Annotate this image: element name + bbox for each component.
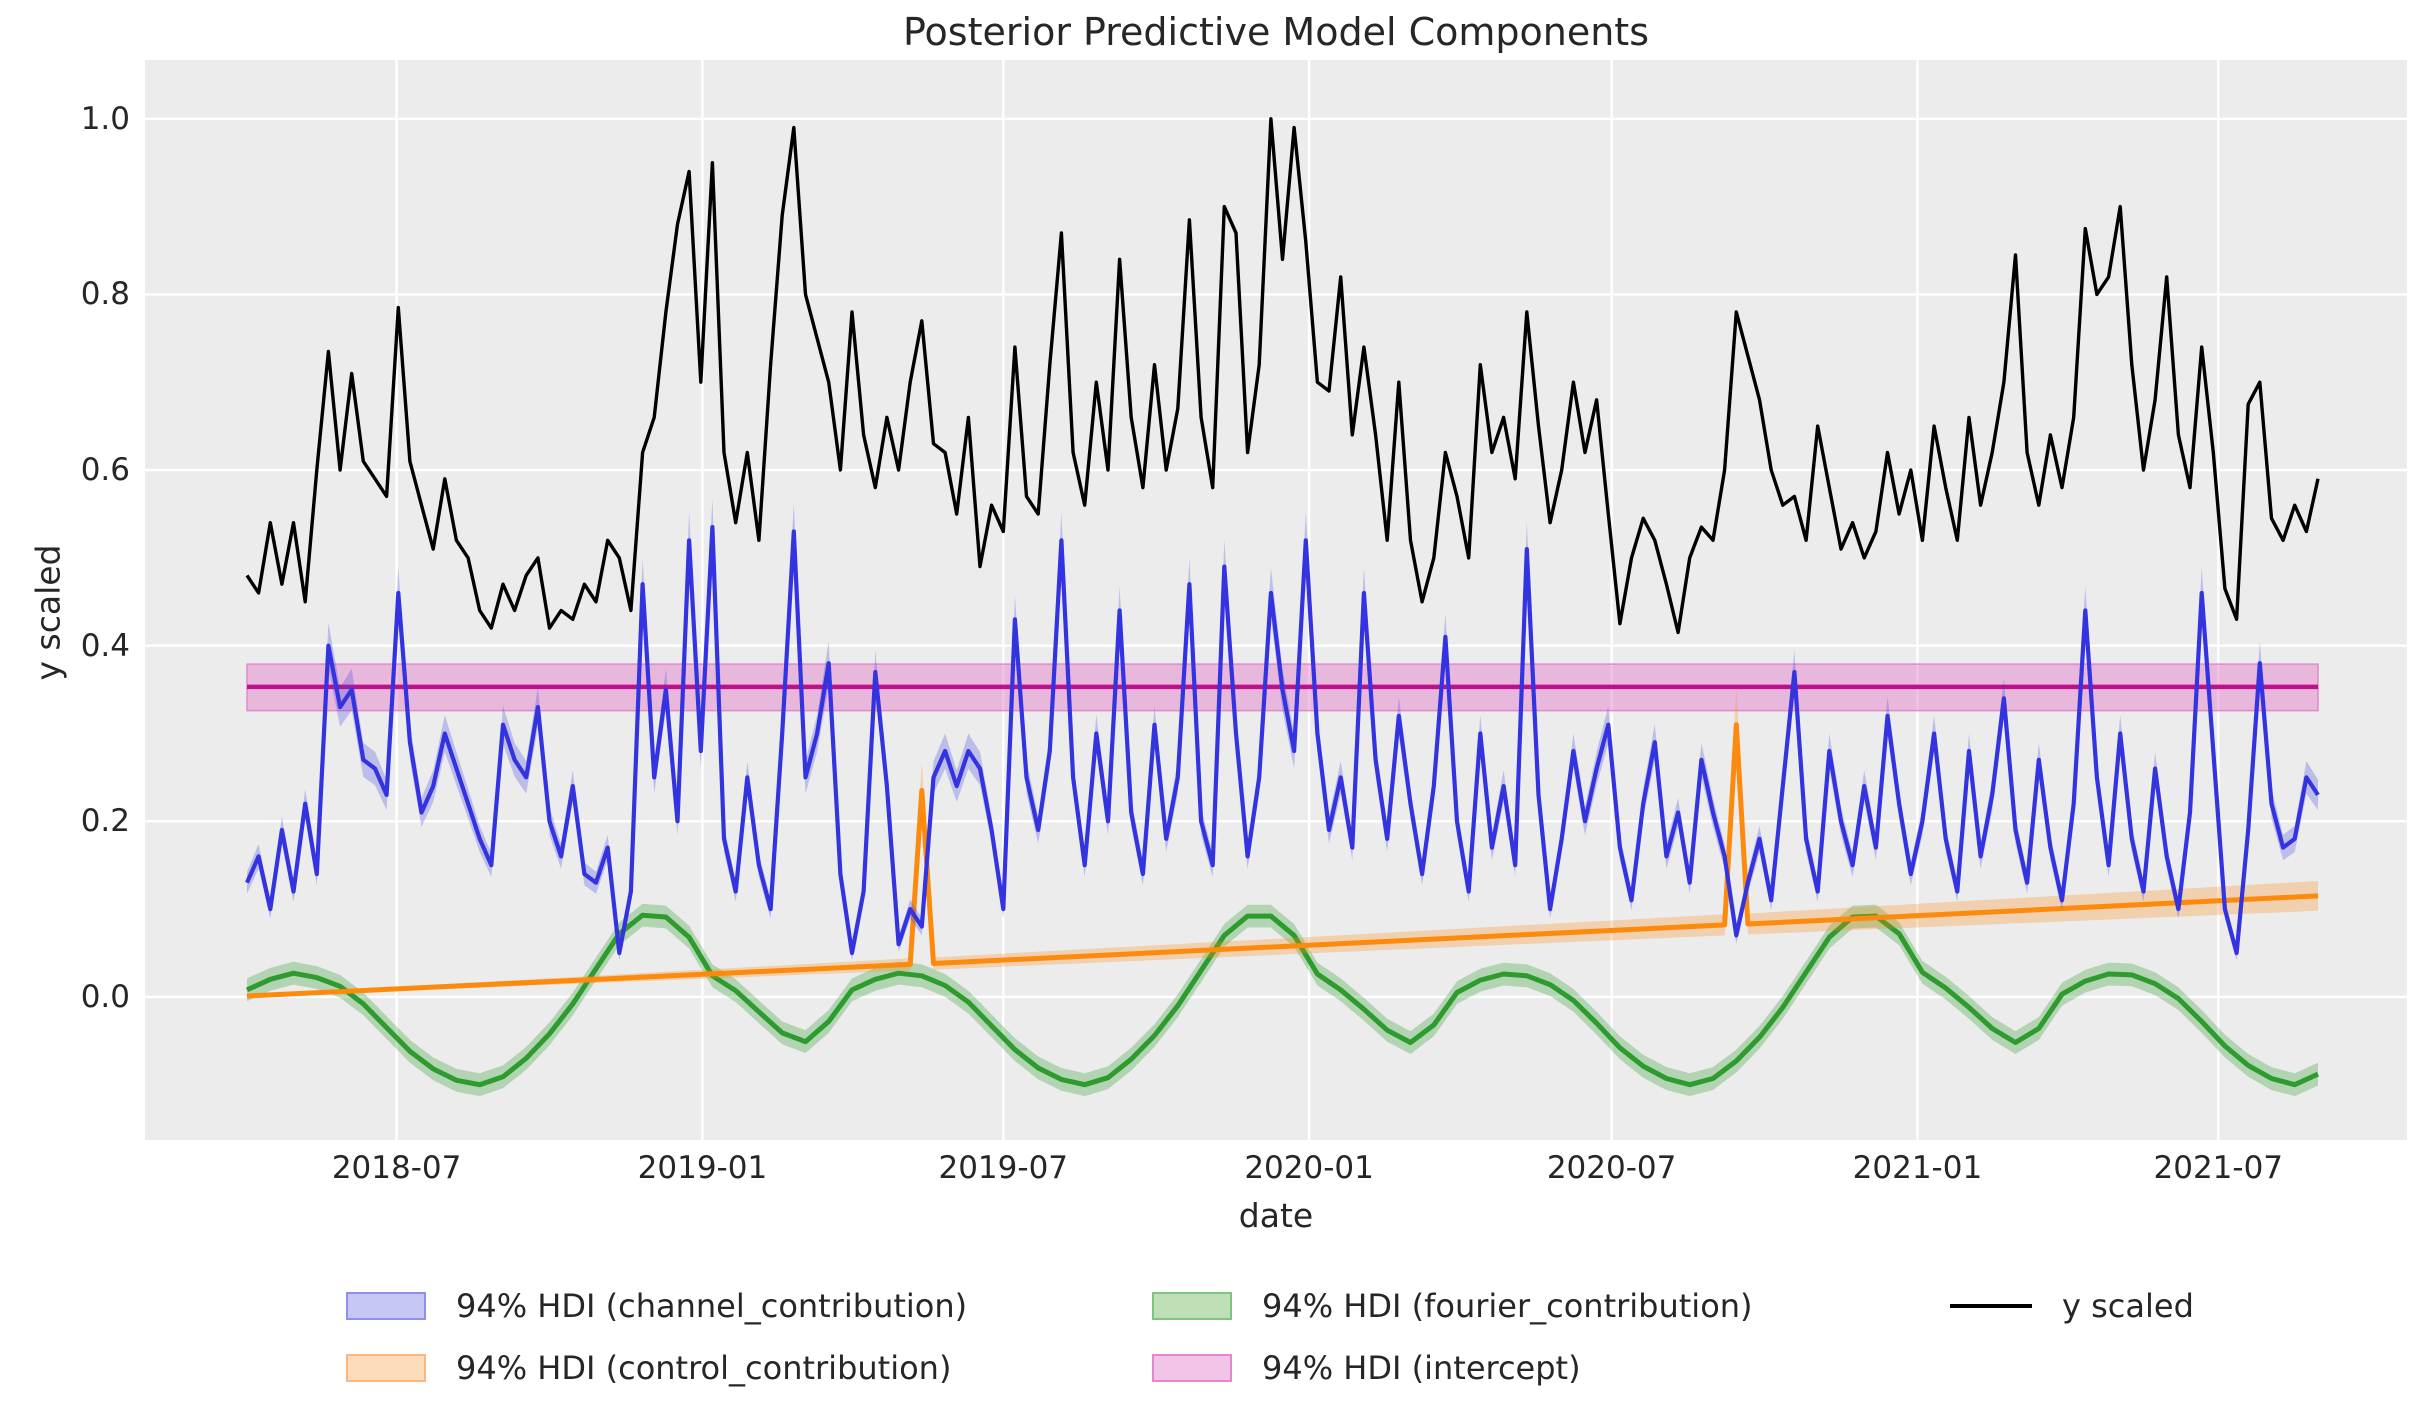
fourier-line — [245, 912, 2320, 1088]
legend-patch-swatch — [1152, 1354, 1232, 1382]
legend-item: 94% HDI (channel_contribution) — [346, 1287, 967, 1325]
legend-patch-swatch — [1152, 1292, 1232, 1320]
y-tick-label: 0.2 — [80, 803, 130, 840]
legend-item: 94% HDI (fourier_contribution) — [1152, 1287, 1753, 1325]
plot-area — [145, 60, 2407, 1140]
y-tick-label: 0.0 — [80, 978, 130, 1015]
legend-item: 94% HDI (intercept) — [1152, 1349, 1581, 1387]
legend-item: y scaled — [1950, 1287, 2194, 1325]
x-axis-label: date — [1238, 1196, 1314, 1235]
fourier-hdi-band — [247, 903, 2318, 1097]
legend-patch-swatch — [346, 1354, 426, 1382]
chart-title: Posterior Predictive Model Components — [903, 10, 1649, 54]
y-axis-label: y scaled — [28, 544, 68, 681]
x-tick-label: 2021-07 — [2153, 1150, 2284, 1186]
x-tick-label: 2019-01 — [637, 1150, 768, 1186]
x-tick-label: 2020-07 — [1546, 1150, 1677, 1186]
legend-label: 94% HDI (control_contribution) — [456, 1349, 952, 1387]
control-line — [246, 722, 2319, 999]
x-tick-label: 2019-07 — [938, 1150, 1069, 1186]
y-tick-label: 0.8 — [80, 276, 130, 313]
x-tick-label: 2018-07 — [331, 1150, 462, 1186]
legend-label: 94% HDI (intercept) — [1262, 1349, 1581, 1387]
legend-label: 94% HDI (fourier_contribution) — [1262, 1287, 1753, 1325]
x-tick-label: 2021-01 — [1852, 1150, 1983, 1186]
legend-item: 94% HDI (control_contribution) — [346, 1349, 951, 1387]
y-scaled-line — [245, 117, 2320, 635]
legend-line-swatch — [1950, 1304, 2032, 1308]
y-tick-label: 1.0 — [80, 100, 130, 137]
legend-patch-swatch — [346, 1292, 426, 1320]
legend-label: 94% HDI (channel_contribution) — [456, 1287, 968, 1325]
legend-label: y scaled — [2062, 1287, 2194, 1325]
control-hdi-band — [247, 684, 2318, 997]
channel-line — [245, 525, 2320, 956]
x-tick-label: 2020-01 — [1244, 1150, 1374, 1186]
y-tick-label: 0.6 — [80, 452, 130, 489]
y-tick-label: 0.4 — [80, 627, 130, 664]
